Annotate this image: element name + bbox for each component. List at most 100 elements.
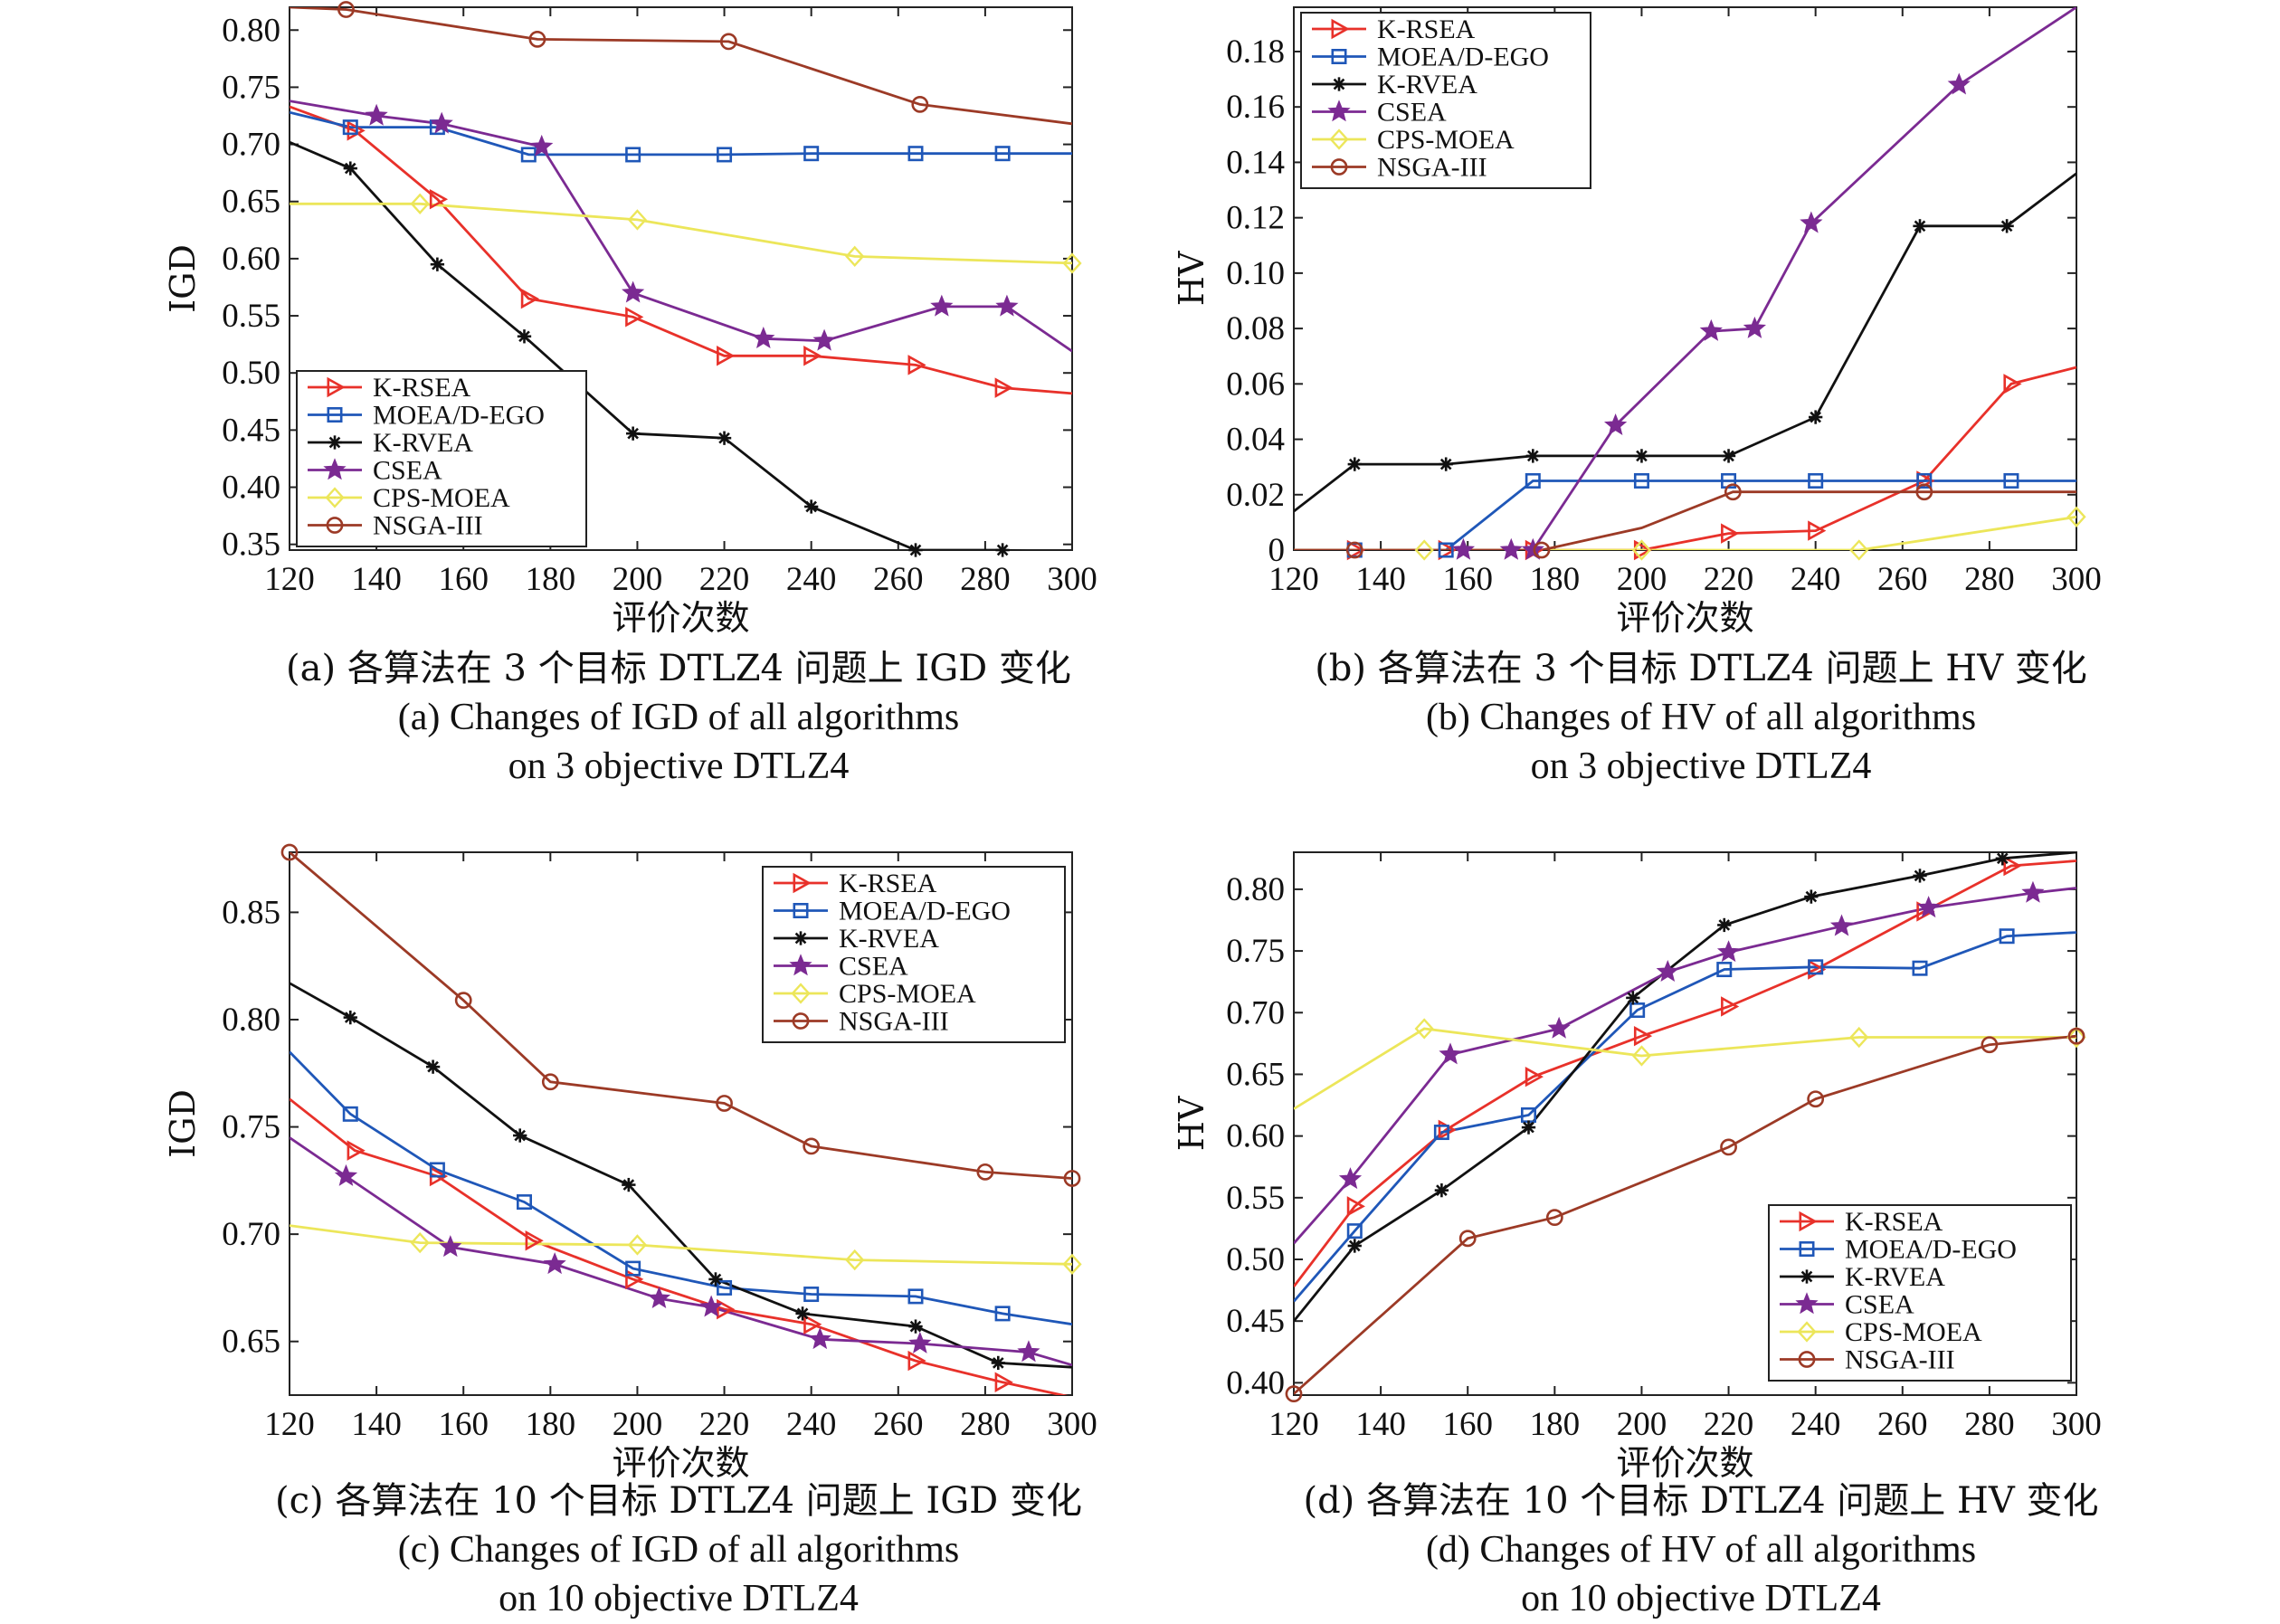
chart-a-point-k-rvea [995,543,1010,557]
chart-d-point-k-rsea [1633,1025,1653,1047]
chart-b-ytick-label: 0.08 [1226,310,1285,347]
chart-d-legend-label-cps-moea: CPS-MOEA [1845,1317,1982,1347]
chart-d-legend-box [1768,1204,2072,1382]
caption-b: (b) 各算法在 3 个目标 DTLZ4 问题上 HV 变化 (b) Chang… [1140,644,2262,791]
chart-b-point-csea [1699,318,1723,341]
chart-d-legend-marker-k-rvea [1800,1269,1814,1284]
chart-c-point-k-rsea [907,1350,926,1372]
chart-c-ytick-label: 0.80 [222,1002,280,1039]
chart-d-ytick-label: 0.40 [1226,1364,1285,1401]
chart-d-point-moea-d-ego [1629,1002,1646,1019]
chart-b-legend-label-csea: CSEA [1377,98,1447,128]
chart-b-legend-marker-nsga-iii [1330,158,1348,176]
chart-b-xtick-label: 260 [1877,561,1928,598]
chart-c-plot-area [290,852,1072,1395]
chart-a-point-k-rsea [717,346,736,366]
chart-c-ytick-label: 0.85 [222,894,280,931]
chart-c-point-k-rsea [994,1372,1013,1392]
chart-d-xtick-label: 300 [2051,1406,2102,1443]
chart-d-plot-frame [1293,851,2077,1396]
chart-d-legend: K-RSEAMOEA/D-EGOK-RVEACSEACPS-MOEANSGA-I… [1768,1204,2072,1382]
chart-a-legend-marker-k-rvea [328,435,342,450]
caption-d-zh: (d) 各算法在 10 个目标 DTLZ4 问题上 HV 变化 [1303,1480,2099,1522]
chart-a-point-cps-moea [410,193,430,214]
chart-d-point-nsga-iii [2067,1027,2085,1045]
chart-b-point-moea-d-ego [1808,472,1824,489]
chart-b-point-csea [1800,211,1823,233]
chart-a-legend-marker-k-rsea [327,376,346,398]
chart-b-point-moea-d-ego [1438,542,1454,558]
chart-c-legend-label-csea: CSEA [839,952,908,982]
chart-c-point-moea-d-ego [994,1306,1011,1322]
chart-a-ytick-label: 0.70 [222,127,280,164]
chart-b-point-moea-d-ego [1916,472,1933,489]
chart-c-ytick-label: 0.65 [222,1324,280,1361]
chart-a-svg: 120 140 160 180 200 220 240 260 280 300 0.35 0.40 0.… [163,1,1097,638]
chart-a-xtick-label: 160 [438,561,489,598]
chart-a-legend-label-csea: CSEA [373,456,442,486]
chart-b-point-k-rsea [2003,374,2022,394]
chart-c-point-nsga-iii [803,1137,821,1155]
chart-c-legend-label-moea-d-ego: MOEA/D-EGO [839,897,1011,926]
chart-c-xtick-label: 260 [873,1406,924,1443]
chart-a-xtick-label: 180 [526,561,576,598]
chart-d-ytick-label: 0.60 [1226,1118,1285,1155]
chart-b-legend-marker-k-rsea [1331,18,1350,40]
chart-a-legend-marker-csea [323,458,347,480]
chart-b-xtick-label: 280 [1964,561,2015,598]
chart-d-xtick-label: 180 [1530,1406,1581,1443]
chart-a-point-moea-d-ego [625,147,641,163]
caption-a-en-line2: on 3 objective DTLZ4 [508,746,850,787]
chart-c-point-csea [908,1331,932,1353]
chart-d-point-csea [1916,896,1941,918]
chart-a-point-moea-d-ego [803,146,820,162]
chart-a-ytick-label: 0.35 [222,527,280,564]
chart-b-y-axis-label: HV [1172,251,1211,306]
chart-d-point-nsga-iii [1981,1036,1999,1054]
chart-d-legend-marker-cps-moea [1797,1321,1817,1343]
chart-c-point-nsga-iii [280,843,299,861]
caption-b-en-line1: (b) Changes of HV of all algorithms [1425,697,1977,738]
chart-a-point-csea [530,134,554,157]
chart-b-point-csea [1603,413,1628,435]
chart-c-point-csea [647,1287,671,1309]
chart-c-point-cps-moea [627,1234,648,1256]
chart-a-point-k-rvea [517,329,532,344]
chart-c-point-k-rvea [708,1272,723,1287]
chart-a-point-csea [930,294,954,317]
chart-c-point-csea [699,1295,723,1317]
chart-c-legend-marker-k-rvea [793,931,808,945]
chart-d-legend-label-nsga-iii: NSGA-III [1845,1345,1955,1375]
chart-d-xtick-label: 160 [1442,1406,1493,1443]
chart-a-point-k-rsea [907,355,926,375]
chart-c-point-k-rsea [347,1140,366,1161]
chart-b-legend-marker-cps-moea [1329,128,1349,150]
chart-d-legend-marker-csea [1795,1292,1819,1315]
chart-d-point-k-rvea [1717,917,1732,933]
chart-b-series-line-csea [1294,7,2076,550]
chart-d-point-k-rvea [1521,1120,1536,1135]
chart-a-legend-box [296,370,587,547]
chart-c-y-axis-label: IGD [163,1089,203,1158]
chart-a-point-nsga-iii [337,1,355,18]
chart-c-point-k-rsea [717,1298,736,1320]
chart-c-point-nsga-iii [454,992,472,1010]
chart-b-point-nsga-iii [1915,483,1933,501]
chart-d-xtick-label: 140 [1355,1406,1406,1443]
chart-b-point-cps-moea [1414,539,1434,561]
chart-c-xtick-label: 160 [438,1406,489,1443]
chart-c-point-csea [439,1235,462,1258]
chart-c-point-csea [334,1163,358,1186]
caption-c: (c) 各算法在 10 个目标 DTLZ4 问题上 IGD 变化 (c) Cha… [163,1477,1194,1623]
chart-c-point-k-rvea [991,1355,1005,1371]
chart-a-point-moea-d-ego [717,147,733,163]
chart-b-point-k-rvea [1439,457,1453,471]
chart-c-xtick-label: 200 [613,1406,663,1443]
chart-d-series-line-k-rvea [1294,852,2076,1323]
chart-b-legend: K-RSEAMOEA/D-EGOK-RVEACSEACPS-MOEANSGA-I… [1300,12,1591,189]
chart-c-legend-marker-moea-d-ego [793,903,809,919]
chart-b-point-k-rvea [1634,449,1649,463]
chart-b-ytick-label: 0.12 [1226,200,1285,237]
chart-a-legend-label-k-rvea: K-RVEA [373,428,473,458]
chart-c-plot-frame [289,851,1073,1396]
